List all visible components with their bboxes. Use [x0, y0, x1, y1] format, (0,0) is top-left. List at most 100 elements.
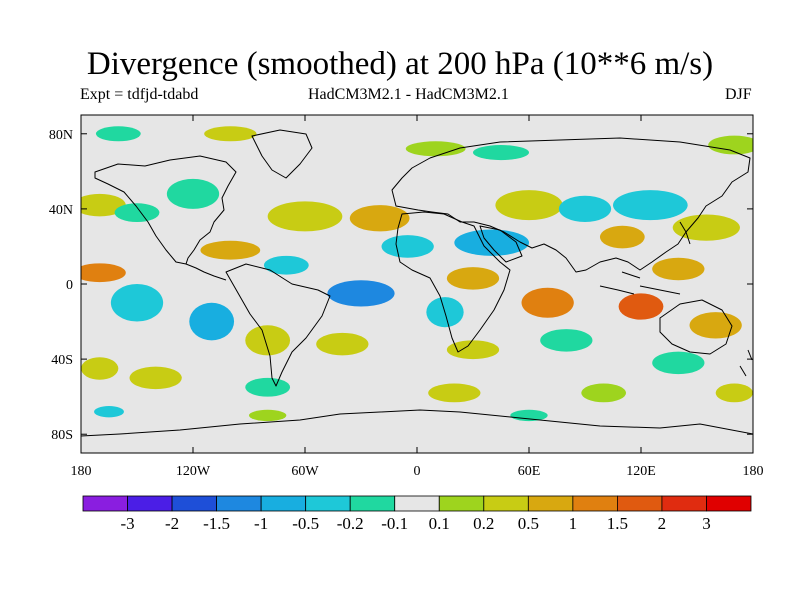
- divergence-region: [473, 145, 529, 161]
- season-label: DJF: [725, 86, 752, 103]
- colorbar-swatch: [438, 495, 485, 512]
- colorbar: -3 -2 -1.5 -1 -0.5 -0.2 -0.1 0.1 0.2 0.5 1 1.5 2 3: [82, 495, 752, 533]
- colorbar-swatch: [260, 495, 307, 512]
- divergence-region: [613, 190, 688, 221]
- coastline-australia: [659, 299, 733, 355]
- divergence-region: [672, 214, 740, 241]
- divergence-region: [245, 377, 291, 397]
- divergence-region: [81, 263, 126, 283]
- colorbar-swatch: [572, 495, 618, 512]
- chart-title: Divergence (smoothed) at 200 hPa (10**6 …: [86, 46, 714, 82]
- divergence-region: [446, 267, 500, 290]
- coastline-antarctica: [81, 409, 753, 437]
- divergence-region: [94, 406, 124, 418]
- colorbar-swatch: [527, 495, 574, 512]
- y-tick-label: 40S: [51, 353, 73, 368]
- divergence-region: [381, 235, 434, 258]
- x-tick-label: 120E: [626, 464, 656, 479]
- colorbar-swatch: [394, 495, 440, 512]
- divergence-region: [428, 383, 481, 403]
- divergence-region: [558, 195, 612, 223]
- colorbar-label: -2: [165, 514, 179, 533]
- colorbar-label: -0.5: [292, 514, 319, 533]
- colorbar-label: 1: [569, 514, 578, 533]
- colorbar-swatch: [617, 495, 663, 512]
- divergence-region: [581, 383, 627, 403]
- map-axes: 180 120W 60W 0 60E 120E 180 80N 40N 0 40S 80S: [49, 115, 764, 479]
- coastline-central-america: [185, 263, 227, 281]
- map-background: [81, 115, 753, 453]
- colorbar-swatch: [349, 495, 396, 512]
- divergence-region: [316, 332, 369, 356]
- colorbar-label: 0.1: [429, 514, 450, 533]
- colorbar-label: -0.1: [381, 514, 408, 533]
- divergence-region: [245, 325, 291, 356]
- colorbar-swatch: [661, 495, 707, 512]
- divergence-region: [189, 302, 235, 341]
- colorbar-swatch: [127, 495, 173, 512]
- divergence-region: [715, 383, 753, 403]
- divergence-region: [599, 225, 645, 249]
- divergence-region: [521, 287, 574, 318]
- colorbar-swatch: [706, 495, 752, 512]
- divergence-region: [540, 329, 593, 352]
- divergence-region: [405, 141, 466, 157]
- colorbar-label: 0.5: [518, 514, 539, 533]
- colorbar-swatch: [305, 495, 351, 512]
- coastline-arabia: [479, 225, 523, 263]
- divergence-region: [454, 229, 529, 256]
- divergence-region: [248, 409, 287, 422]
- x-tick-label: 180: [743, 464, 764, 479]
- divergence-region: [349, 205, 410, 232]
- divergence-region: [114, 203, 160, 223]
- y-tick-label: 0: [66, 278, 73, 293]
- colorbar-label: 3: [702, 514, 711, 533]
- divergence-region: [652, 351, 705, 375]
- coastline-north-america: [94, 155, 237, 265]
- colorbar-label: -3: [120, 514, 134, 533]
- coastline-greenland: [251, 129, 313, 179]
- divergence-region: [327, 280, 395, 307]
- y-tick-label: 80S: [51, 428, 73, 443]
- colorbar-swatch: [171, 495, 217, 512]
- colorbar-label: -1.5: [203, 514, 230, 533]
- colorbar-label: -0.2: [337, 514, 364, 533]
- coastlines: [81, 129, 753, 437]
- x-tick-label: 60W: [291, 464, 319, 479]
- x-tick-label: 120W: [176, 464, 211, 479]
- colorbar-label: 0.2: [473, 514, 494, 533]
- x-tick-label: 180: [71, 464, 92, 479]
- colorbar-label: 2: [658, 514, 667, 533]
- divergence-region: [110, 284, 164, 322]
- x-tick-label: 0: [414, 464, 421, 479]
- colorbar-swatch: [216, 495, 262, 512]
- divergence-region: [652, 257, 705, 281]
- coastline-japan: [679, 221, 691, 245]
- divergence-region: [129, 366, 182, 390]
- divergence-region: [166, 178, 220, 209]
- coastline-indonesia: [599, 271, 681, 295]
- model-label: HadCM3M2.1 - HadCM3M2.1: [308, 86, 509, 103]
- experiment-label: Expt = tdfjd-tdabd: [80, 86, 199, 103]
- divergence-region: [95, 126, 141, 142]
- divergence-regions: [81, 126, 753, 422]
- colorbar-swatch: [483, 495, 529, 512]
- divergence-region: [81, 357, 119, 380]
- divergence-region: [708, 135, 753, 155]
- divergence-region: [446, 340, 500, 360]
- divergence-region: [267, 201, 343, 232]
- divergence-region: [618, 293, 664, 320]
- colorbar-swatch: [82, 495, 128, 512]
- colorbar-label: 1.5: [607, 514, 628, 533]
- divergence-region: [200, 240, 261, 260]
- divergence-region: [81, 193, 126, 217]
- x-tick-label: 60E: [518, 464, 541, 479]
- divergence-region: [263, 255, 309, 275]
- divergence-region: [495, 190, 563, 221]
- y-tick-label: 40N: [49, 203, 73, 218]
- divergence-region: [689, 312, 742, 339]
- coastline-africa: [395, 211, 511, 353]
- colorbar-label: -1: [254, 514, 268, 533]
- y-tick-label: 80N: [49, 128, 73, 143]
